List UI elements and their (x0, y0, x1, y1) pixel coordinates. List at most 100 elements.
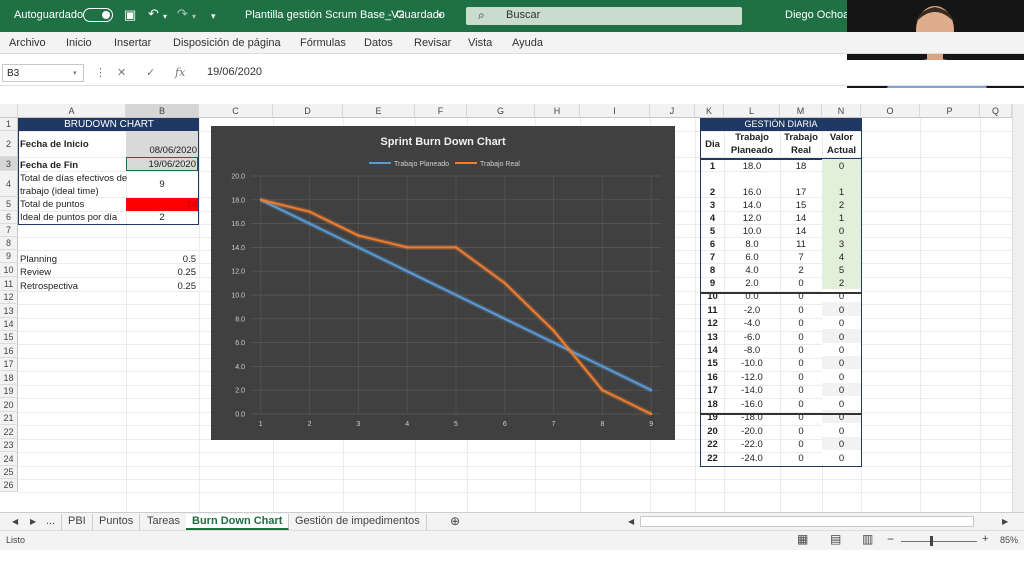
gestion-valor[interactable]: 2 (822, 276, 861, 289)
tab-revisar[interactable]: Revisar (414, 37, 452, 49)
retrospectiva-value[interactable]: 0.25 (177, 281, 197, 292)
gestion-planeado[interactable]: 6.0 (745, 252, 759, 263)
header-real-1[interactable]: Trabajo (784, 132, 818, 143)
column-header[interactable]: E (343, 104, 415, 118)
gestion-valor[interactable]: 0 (822, 450, 861, 464)
data-point[interactable] (405, 270, 409, 273)
data-point[interactable] (601, 389, 604, 392)
namebox-dropdown-icon[interactable]: ▾ (73, 70, 77, 77)
gestion-valor[interactable]: 4 (822, 250, 861, 263)
saved-dropdown-icon[interactable]: ▾ (438, 11, 443, 20)
gestion-real[interactable]: 0 (798, 426, 804, 437)
gestion-planeado[interactable]: 16.0 (742, 187, 762, 198)
undo-dropdown-icon[interactable]: ▾ (163, 12, 168, 21)
gestion-real[interactable]: 0 (798, 345, 804, 356)
gestion-real[interactable]: 0 (798, 278, 804, 289)
data-point[interactable] (454, 293, 458, 297)
gestion-real[interactable]: 2 (798, 265, 804, 276)
review-label[interactable]: Review (20, 267, 52, 278)
gestion-dia[interactable]: 20 (707, 426, 718, 437)
tab-formulas[interactable]: Fórmulas (300, 37, 346, 49)
header-dia[interactable]: Dia (705, 139, 720, 150)
column-header[interactable]: C (199, 104, 273, 118)
review-value[interactable]: 0.25 (177, 267, 197, 278)
row-header[interactable]: 12 (0, 291, 18, 304)
gestion-real[interactable]: 0 (798, 412, 804, 423)
row-header[interactable]: 21 (0, 412, 18, 425)
gestion-valor[interactable]: 0 (822, 343, 861, 356)
gestion-planeado[interactable]: 18.0 (742, 161, 762, 172)
gestion-planeado[interactable]: 14.0 (742, 200, 762, 211)
add-sheet-icon[interactable]: ⊕ (450, 514, 461, 528)
column-header[interactable]: P (920, 104, 980, 118)
save-icon[interactable]: ▣ (124, 7, 137, 22)
data-point[interactable] (601, 365, 604, 368)
ideal-label[interactable]: Ideal de puntos por día (20, 212, 118, 223)
gestion-valor[interactable]: 0 (822, 383, 861, 396)
row-header[interactable]: 17 (0, 358, 18, 371)
tab-vista[interactable]: Vista (468, 37, 493, 49)
gestion-real[interactable]: 0 (798, 332, 804, 343)
data-point[interactable] (503, 317, 507, 320)
horizontal-scrollbar[interactable] (640, 516, 974, 527)
redo-icon[interactable]: ↷ (177, 6, 188, 21)
gestion-dia[interactable]: 22 (707, 439, 718, 450)
gestion-valor[interactable]: 0 (822, 369, 861, 383)
tab-gestion-impedimentos[interactable]: Gestión de impedimentos (289, 514, 427, 530)
zoom-in-icon[interactable]: + (982, 533, 989, 545)
row-header[interactable]: 4 (0, 171, 18, 197)
gestion-real[interactable]: 0 (798, 385, 804, 396)
gestion-planeado[interactable]: 8.0 (745, 239, 759, 250)
column-header[interactable]: O (861, 104, 920, 118)
page-layout-icon[interactable]: ▤ (830, 532, 842, 546)
gestion-valor[interactable]: 0 (822, 316, 861, 329)
normal-view-icon[interactable]: ▦ (797, 532, 809, 546)
column-header[interactable]: H (535, 104, 580, 118)
gestion-planeado[interactable]: 0.0 (745, 291, 759, 302)
row-header[interactable]: 11 (0, 277, 18, 291)
select-all-corner[interactable] (0, 104, 18, 118)
gestion-dia[interactable]: 12 (707, 318, 718, 329)
gestion-title[interactable]: GESTIÓN DIARIA (701, 118, 861, 131)
data-point[interactable] (650, 389, 653, 392)
row-header[interactable]: 22 (0, 425, 18, 439)
gestion-planeado[interactable]: -12.0 (741, 372, 763, 383)
brudown-title[interactable]: BRUDOWN CHART (19, 118, 199, 131)
tab-ayuda[interactable]: Ayuda (512, 37, 543, 49)
gestion-planeado[interactable]: 12.0 (742, 213, 762, 224)
data-point[interactable] (454, 246, 458, 249)
gestion-real[interactable]: 0 (798, 399, 804, 410)
gestion-real[interactable]: 18 (795, 161, 807, 172)
row-header[interactable]: 15 (0, 331, 18, 344)
row-header[interactable]: 25 (0, 466, 18, 479)
gestion-dia[interactable]: 10 (707, 291, 718, 302)
row-header[interactable]: 1 (0, 118, 18, 131)
gestion-planeado[interactable]: -22.0 (741, 439, 763, 450)
gestion-dia[interactable]: 11 (707, 305, 718, 316)
cancel-icon[interactable]: ✕ (117, 67, 127, 79)
zoom-slider[interactable] (901, 541, 977, 542)
column-header[interactable]: B (126, 104, 199, 118)
gestion-dia[interactable]: 22 (707, 453, 718, 464)
data-point[interactable] (357, 234, 360, 237)
gestion-planeado[interactable]: 4.0 (745, 265, 759, 276)
gestion-dia[interactable]: 4 (709, 213, 716, 224)
data-point[interactable] (308, 210, 311, 213)
column-header[interactable]: D (273, 104, 343, 118)
header-planeado-1[interactable]: Trabajo (735, 132, 769, 143)
header-valor-1[interactable]: Valor (829, 132, 854, 143)
row-header[interactable]: 6 (0, 211, 18, 224)
row-header[interactable]: 9 (0, 250, 18, 263)
data-point[interactable] (357, 246, 360, 249)
gestion-valor[interactable]: 5 (822, 263, 861, 276)
gestion-dia[interactable]: 2 (709, 187, 716, 198)
more-sheets[interactable]: ... (40, 514, 63, 530)
gestion-valor[interactable]: 0 (822, 437, 861, 450)
column-header[interactable]: J (650, 104, 695, 118)
gestion-dia[interactable]: 8 (709, 265, 716, 276)
gestion-planeado[interactable]: -24.0 (741, 453, 763, 464)
fecha-inicio-label[interactable]: Fecha de Inicio (20, 139, 89, 150)
tab-insertar[interactable]: Insertar (114, 37, 152, 49)
data-point[interactable] (552, 341, 555, 344)
row-header[interactable]: 5 (0, 197, 18, 211)
